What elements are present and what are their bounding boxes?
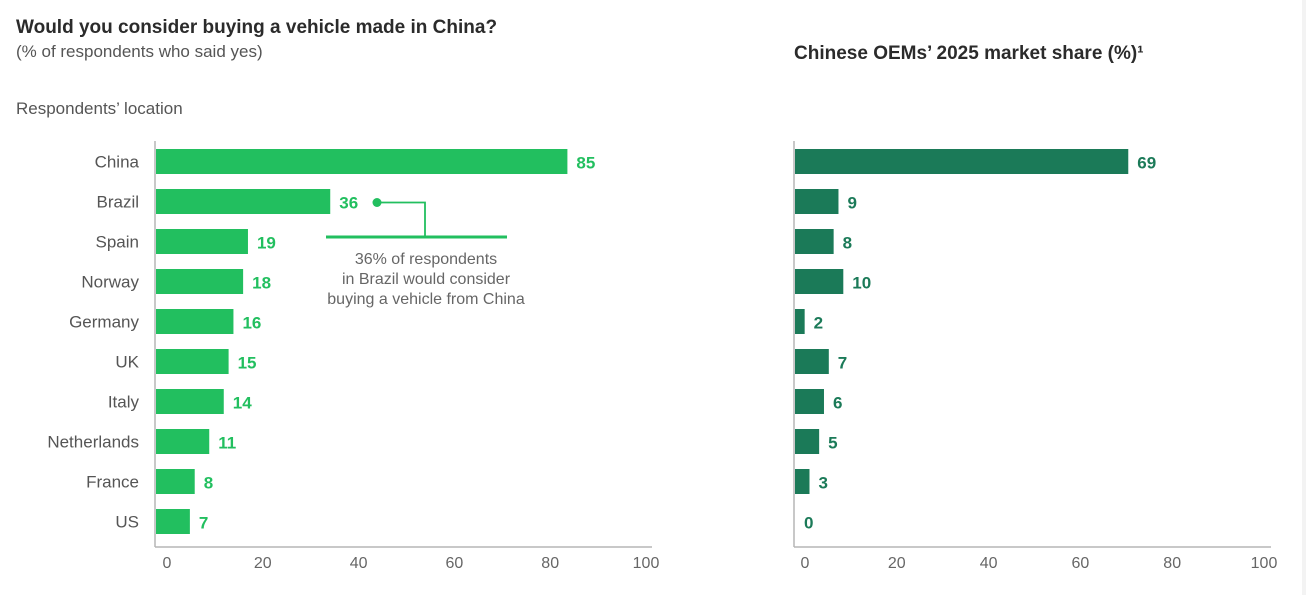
page-edge-divider xyxy=(1302,0,1306,595)
left-bar-uk xyxy=(156,349,229,374)
left-x-tick-80: 80 xyxy=(541,555,559,572)
category-label-uk: UK xyxy=(115,353,139,372)
left-bar-brazil xyxy=(156,189,331,214)
annotation-text-line-2: in Brazil would consider xyxy=(342,271,511,288)
left-bar-netherlands xyxy=(156,429,210,454)
right-bar-uk xyxy=(795,349,829,374)
left-value-label-china: 85 xyxy=(576,154,595,173)
left-value-label-france: 8 xyxy=(204,474,213,493)
left-value-label-us: 7 xyxy=(199,514,208,533)
category-label-brazil: Brazil xyxy=(96,193,139,212)
left-value-label-spain: 19 xyxy=(257,234,276,253)
left-value-label-italy: 14 xyxy=(233,394,252,413)
left-x-tick-60: 60 xyxy=(446,555,464,572)
category-label-spain: Spain xyxy=(96,233,139,252)
right-value-label-germany: 2 xyxy=(814,314,823,333)
right-bar-spain xyxy=(795,229,834,254)
right-bar-china xyxy=(795,149,1129,174)
category-label-norway: Norway xyxy=(81,273,139,292)
right-value-label-uk: 7 xyxy=(838,354,847,373)
right-value-label-netherlands: 5 xyxy=(828,434,837,453)
right-bar-germany xyxy=(795,309,805,334)
right-value-label-italy: 6 xyxy=(833,394,842,413)
category-label-france: France xyxy=(86,473,139,492)
right-value-label-norway: 10 xyxy=(852,274,871,293)
left-value-label-norway: 18 xyxy=(252,274,271,293)
left-x-tick-0: 0 xyxy=(163,555,172,572)
right-value-label-france: 3 xyxy=(818,474,827,493)
left-bar-germany xyxy=(156,309,234,334)
right-bar-netherlands xyxy=(795,429,820,454)
right-value-label-spain: 8 xyxy=(843,234,852,253)
left-bar-norway xyxy=(156,269,244,294)
left-x-tick-20: 20 xyxy=(254,555,272,572)
right-bar-italy xyxy=(795,389,824,414)
left-x-tick-100: 100 xyxy=(633,555,660,572)
category-label-italy: Italy xyxy=(108,393,140,412)
annotation-text-line-1: 36% of respondents xyxy=(355,251,497,268)
left-chart-subtitle: (% of respondents who said yes) xyxy=(16,42,263,61)
right-value-label-brazil: 9 xyxy=(847,194,856,213)
right-value-label-china: 69 xyxy=(1137,154,1156,173)
left-value-label-netherlands: 11 xyxy=(218,434,236,453)
category-label-netherlands: Netherlands xyxy=(47,433,139,452)
right-bar-france xyxy=(795,469,810,494)
category-label-china: China xyxy=(95,153,140,172)
right-x-tick-80: 80 xyxy=(1163,555,1181,572)
left-bar-italy xyxy=(156,389,224,414)
annotation-text-line-3: buying a vehicle from China xyxy=(327,291,525,308)
left-value-label-brazil: 36 xyxy=(339,194,358,213)
annotation-leader-line xyxy=(377,201,426,237)
right-bar-brazil xyxy=(795,189,839,214)
category-label-germany: Germany xyxy=(69,313,139,332)
left-bar-china xyxy=(156,149,568,174)
left-value-label-germany: 16 xyxy=(242,314,261,333)
left-chart-y-axis-title: Respondents’ location xyxy=(16,99,183,118)
left-chart-title: Would you consider buying a vehicle made… xyxy=(16,17,498,38)
right-value-label-us: 0 xyxy=(804,514,813,533)
right-x-tick-40: 40 xyxy=(980,555,998,572)
right-x-tick-0: 0 xyxy=(801,555,810,572)
left-value-label-uk: 15 xyxy=(238,354,257,373)
left-x-tick-40: 40 xyxy=(350,555,368,572)
left-bar-france xyxy=(156,469,195,494)
left-bar-spain xyxy=(156,229,248,254)
right-x-tick-20: 20 xyxy=(888,555,906,572)
right-bar-norway xyxy=(795,269,844,294)
right-x-tick-100: 100 xyxy=(1251,555,1278,572)
left-bar-us xyxy=(156,509,190,534)
right-chart-title: Chinese OEMs’ 2025 market share (%)¹ xyxy=(794,43,1144,64)
right-x-tick-60: 60 xyxy=(1072,555,1090,572)
category-label-us: US xyxy=(115,513,139,532)
